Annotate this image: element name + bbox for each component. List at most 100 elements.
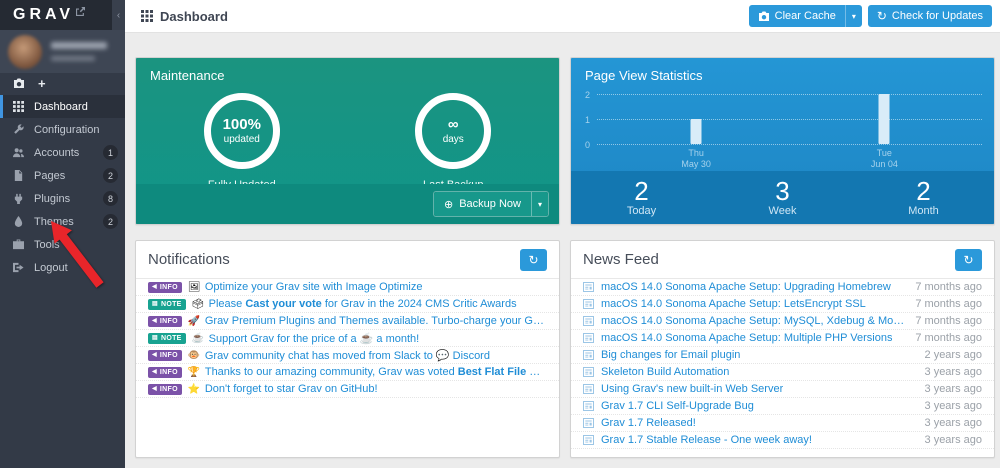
news-timestamp: 2 years ago: [924, 349, 982, 361]
notification-link[interactable]: Thanks to our amazing community, Grav wa…: [204, 366, 547, 378]
news-item: macOS 14.0 Sonoma Apache Setup: Multiple…: [571, 330, 994, 347]
news-item: macOS 14.0 Sonoma Apache Setup: LetsEncr…: [571, 296, 994, 313]
notifications-header: Notifications ↻: [136, 241, 559, 279]
news-link[interactable]: Big changes for Email plugin: [601, 349, 741, 361]
badge-label: INFO: [159, 283, 178, 291]
sidebar-collapse-toggle[interactable]: ‹: [112, 0, 125, 30]
accounts-count-badge: 1: [103, 145, 118, 160]
news-feed-panel: News Feed ↻ macOS 14.0 Sonoma Apache Set…: [570, 240, 995, 458]
notification-emoji: 🗳: [191, 298, 205, 310]
notification-type-badge: NOTE: [148, 332, 186, 344]
sidebar-item-pages[interactable]: Pages 2: [0, 164, 125, 187]
news-link[interactable]: Using Grav's new built-in Web Server: [601, 383, 784, 395]
news-link[interactable]: macOS 14.0 Sonoma Apache Setup: Multiple…: [601, 332, 893, 344]
notification-link[interactable]: Optimize your Grav site with Image Optim…: [204, 281, 423, 293]
logo-band: GRAV ‹: [0, 0, 125, 30]
notification-item: INFO ⭐ Don't forget to star Grav on GitH…: [136, 381, 559, 398]
notification-link[interactable]: Please Cast your vote for Grav in the 20…: [208, 298, 517, 310]
x-tick-label: Tue Jun 04: [870, 148, 898, 169]
refresh-news-button[interactable]: ↻: [955, 248, 982, 271]
newspaper-icon: [583, 350, 594, 360]
badge-icon: [152, 369, 157, 375]
briefcase-icon: [13, 239, 24, 250]
backup-caret[interactable]: ▾: [530, 192, 548, 216]
notification-emoji: 🖼: [187, 281, 201, 293]
news-link[interactable]: Grav 1.7 Stable Release - One week away!: [601, 434, 812, 446]
updated-gauge: 100% updated Fully Updated: [157, 89, 326, 191]
badge-label: INFO: [159, 368, 178, 376]
notifications-list: INFO 🖼 Optimize your Grav site with Imag…: [136, 279, 559, 398]
notification-emoji: 🏆: [187, 366, 201, 378]
news-link[interactable]: macOS 14.0 Sonoma Apache Setup: MySQL, X…: [601, 315, 908, 327]
notification-item: INFO 🖼 Optimize your Grav site with Imag…: [136, 279, 559, 296]
page-title: Dashboard: [141, 9, 228, 24]
badge-icon: [152, 335, 158, 341]
news-link[interactable]: Skeleton Build Automation: [601, 366, 730, 378]
notification-link[interactable]: Grav Premium Plugins and Themes availabl…: [204, 315, 547, 327]
clear-cache-caret[interactable]: ▾: [844, 5, 862, 27]
notification-link[interactable]: Support Grav for the price of a ☕ a mont…: [208, 332, 420, 345]
notification-type-badge: INFO: [148, 366, 182, 378]
chart-bar: [878, 94, 890, 144]
refresh-icon: ↻: [963, 252, 974, 267]
backup-split-button: ⊕ Backup Now ▾: [433, 191, 549, 217]
y-tick: 0: [585, 140, 591, 150]
sidebar-item-label: Themes: [34, 215, 74, 228]
backup-now-button[interactable]: ⊕ Backup Now: [434, 192, 531, 216]
notification-emoji: 🐵: [187, 349, 201, 361]
avatar[interactable]: [8, 34, 42, 69]
sidebar-item-plugins[interactable]: Plugins 8: [0, 187, 125, 210]
themes-count-badge: 2: [103, 214, 118, 229]
sidebar-item-label: Pages: [34, 169, 66, 182]
clear-cache-icon: [758, 11, 770, 21]
clear-cache-button[interactable]: Clear Cache: [748, 5, 845, 27]
news-item: macOS 14.0 Sonoma Apache Setup: MySQL, X…: [571, 313, 994, 330]
news-link[interactable]: macOS 14.0 Sonoma Apache Setup: Upgradin…: [601, 281, 891, 293]
news-timestamp: 3 years ago: [924, 417, 982, 429]
sidebar-item-dashboard[interactable]: Dashboard: [0, 95, 125, 118]
badge-icon: [152, 301, 158, 307]
news-link[interactable]: macOS 14.0 Sonoma Apache Setup: LetsEncr…: [601, 298, 866, 310]
sidebar-item-logout[interactable]: Logout: [0, 256, 125, 279]
sidebar-item-configuration[interactable]: Configuration: [0, 118, 125, 141]
user-profile[interactable]: [0, 30, 125, 73]
badge-label: INFO: [159, 385, 178, 393]
y-tick: 2: [585, 90, 591, 100]
sidebar-item-accounts[interactable]: Accounts 1: [0, 141, 125, 164]
chart-bar: [690, 119, 702, 144]
refresh-icon: ↻: [528, 252, 539, 267]
newspaper-icon: [583, 333, 594, 343]
sidebar-item-label: Dashboard: [34, 100, 88, 113]
news-timestamp: 7 months ago: [915, 332, 982, 344]
notification-link[interactable]: Don't forget to star Grav on GitHub!: [204, 383, 378, 395]
refresh-notifications-button[interactable]: ↻: [520, 248, 547, 271]
check-updates-button[interactable]: ↻ Check for Updates: [867, 5, 992, 27]
sidebar-item-tools[interactable]: Tools: [0, 233, 125, 256]
news-link[interactable]: Grav 1.7 CLI Self-Upgrade Bug: [601, 400, 754, 412]
news-timestamp: 3 years ago: [924, 366, 982, 378]
sidebar-item-label: Accounts: [34, 146, 80, 159]
external-link-icon[interactable]: [76, 6, 86, 16]
clear-cache-icon[interactable]: [13, 78, 25, 88]
news-link[interactable]: Grav 1.7 Released!: [601, 417, 696, 429]
news-timestamp: 3 years ago: [924, 434, 982, 446]
news-timestamp: 7 months ago: [915, 281, 982, 293]
sidebar-item-themes[interactable]: Themes 2: [0, 210, 125, 233]
plugins-count-badge: 8: [103, 191, 118, 206]
notification-link[interactable]: Grav community chat has moved from Slack…: [204, 349, 490, 362]
newspaper-icon: [583, 316, 594, 326]
sidebar-item-label: Tools: [34, 238, 60, 251]
stat-today-value: 2: [634, 176, 649, 206]
sidebar-item-label: Logout: [34, 261, 68, 274]
notifications-panel: Notifications ↻ INFO 🖼 Optimize your Gra…: [135, 240, 560, 458]
notification-item: INFO 🚀 Grav Premium Plugins and Themes a…: [136, 313, 559, 330]
stat-week: 3 Week: [712, 178, 853, 217]
newspaper-icon: [583, 367, 594, 377]
add-icon[interactable]: +: [38, 75, 46, 91]
logout-icon: [13, 262, 24, 273]
clear-cache-split-button: Clear Cache ▾: [748, 5, 862, 27]
stat-month: 2 Month: [853, 178, 994, 217]
users-icon: [13, 147, 24, 158]
notification-item: NOTE 🗳 Please Cast your vote for Grav in…: [136, 296, 559, 313]
quick-tray: +: [0, 73, 125, 93]
